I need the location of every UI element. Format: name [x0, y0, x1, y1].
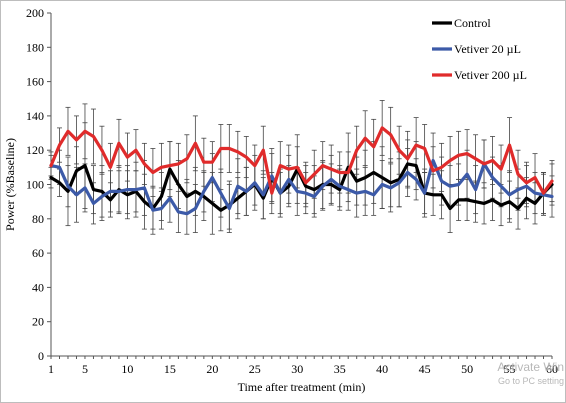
legend-label: Control — [454, 16, 491, 30]
y-tick-label: 160 — [26, 75, 44, 89]
watermark-line-2: Go to PC setting — [497, 376, 564, 386]
y-tick-label: 40 — [32, 280, 44, 294]
y-tick-label: 100 — [26, 178, 44, 192]
y-tick-label: 140 — [26, 109, 44, 123]
watermark-line-1: Activate Win — [497, 360, 564, 374]
x-tick-label: 25 — [249, 362, 261, 376]
x-tick-label: 10 — [121, 362, 133, 376]
y-tick-label: 20 — [32, 315, 44, 329]
x-axis-label: Time after treatment (min) — [238, 380, 366, 394]
x-tick-label: 35 — [334, 362, 346, 376]
error-bars-vetiver-200-l — [48, 100, 555, 215]
y-tick-label: 120 — [26, 143, 44, 157]
y-tick-label: 200 — [26, 6, 44, 20]
y-tick-label: 80 — [32, 212, 44, 226]
x-tick-label: 1 — [48, 362, 54, 376]
y-tick-label: 180 — [26, 40, 44, 54]
x-tick-label: 5 — [82, 362, 88, 376]
x-tick-label: 50 — [461, 362, 473, 376]
x-tick-label: 30 — [291, 362, 303, 376]
y-tick-label: 60 — [32, 246, 44, 260]
y-tick-label: 0 — [38, 349, 44, 363]
y-axis-label: Power (%Baseline) — [3, 138, 17, 231]
x-tick-label: 20 — [206, 362, 218, 376]
x-tick-label: 60 — [546, 362, 558, 376]
legend-label: Vetiver 200 µL — [454, 68, 527, 82]
x-tick-label: 40 — [376, 362, 388, 376]
series-line-vetiver-20-l — [49, 158, 554, 216]
x-tick-label: 45 — [419, 362, 431, 376]
x-tick-label: 15 — [164, 362, 176, 376]
legend-label: Vetiver 20 µL — [454, 42, 521, 56]
series-line-vetiver-200-l — [49, 126, 554, 195]
x-tick-label: 55 — [504, 362, 516, 376]
